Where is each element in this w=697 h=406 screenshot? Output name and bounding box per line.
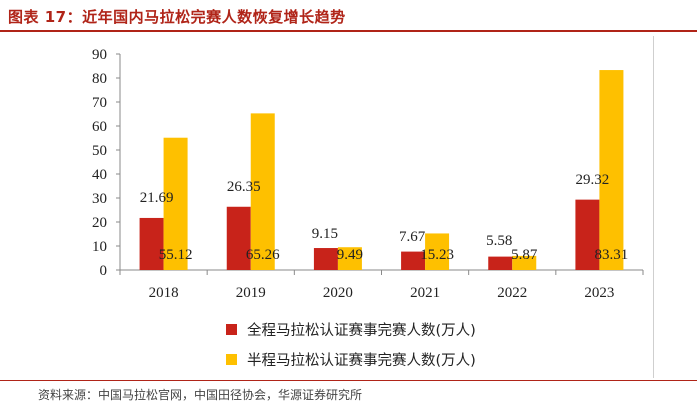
x-tick-label: 2018 [149, 285, 179, 301]
x-tick-label: 2022 [497, 285, 527, 301]
y-tick-label: 10 [92, 239, 107, 255]
x-tick-label: 2020 [323, 285, 353, 301]
bar-full-marathon [226, 206, 251, 270]
legend-item-half: 半程马拉松认证赛事完赛人数(万人) [226, 344, 476, 374]
y-tick-label: 50 [92, 143, 107, 159]
y-tick-label: 40 [92, 167, 107, 183]
bar-full-marathon [313, 248, 338, 270]
y-tick-label: 30 [92, 191, 107, 207]
x-tick-label: 2023 [584, 285, 614, 301]
data-label-full: 29.32 [576, 172, 610, 188]
data-label-half: 83.31 [595, 247, 629, 263]
y-axis: 0 10 20 30 40 50 60 70 80 90 [92, 47, 121, 279]
source-note: 资料来源：中国马拉松官网，中国田径协会，华源证券研究所 [38, 388, 363, 402]
bar-full-marathon [401, 251, 426, 270]
legend-item-full: 全程马拉松认证赛事完赛人数(万人) [226, 314, 476, 344]
data-label-half: 15.23 [420, 247, 454, 263]
legend-swatch-full [226, 323, 237, 335]
right-border [653, 36, 654, 378]
bar-full-marathon [488, 256, 513, 270]
bar-half-marathon [337, 247, 362, 270]
y-tick-label: 70 [92, 95, 107, 111]
x-axis: 2018 2019 2020 2021 2022 2023 [119, 269, 644, 301]
bar-half-marathon [425, 233, 450, 270]
legend-swatch-half [226, 353, 237, 365]
data-label-half: 65.26 [246, 247, 280, 263]
bar-half-marathon [163, 137, 188, 270]
x-tick-label: 2021 [410, 285, 440, 301]
legend-label-full: 全程马拉松认证赛事完赛人数(万人) [247, 322, 476, 339]
title-divider [0, 30, 697, 32]
data-label-full: 21.69 [140, 190, 174, 206]
bar-half-marathon [512, 255, 537, 270]
data-labels: 21.69 26.35 9.15 7.67 5.58 29.32 55.12 65.26 9.4… [140, 172, 629, 263]
bar-half-marathon [250, 113, 275, 270]
y-tick-label: 20 [92, 215, 107, 231]
figure-title: 图表 17：近年国内马拉松完赛人数恢复增长趋势 [8, 8, 346, 26]
bar-full-marathon [139, 217, 164, 270]
bar-series [139, 70, 624, 270]
y-tick-label: 80 [92, 71, 107, 87]
data-label-full: 26.35 [227, 179, 261, 195]
legend-label-half: 半程马拉松认证赛事完赛人数(万人) [247, 352, 476, 369]
y-tick-label: 0 [100, 263, 108, 279]
data-label-half: 9.49 [337, 247, 363, 263]
data-label-half: 55.12 [159, 247, 193, 263]
chart-legend: 全程马拉松认证赛事完赛人数(万人) 半程马拉松认证赛事完赛人数(万人) [226, 314, 476, 374]
source-divider [0, 380, 697, 381]
bar-half-marathon [599, 70, 624, 270]
data-label-full: 7.67 [399, 229, 426, 245]
data-label-full: 9.15 [312, 226, 338, 242]
data-label-half: 5.87 [511, 247, 538, 263]
x-tick-label: 2019 [236, 285, 266, 301]
bar-full-marathon [575, 199, 600, 270]
y-tick-label: 90 [92, 47, 107, 63]
y-tick-label: 60 [92, 119, 107, 135]
data-label-full: 5.58 [486, 233, 512, 249]
